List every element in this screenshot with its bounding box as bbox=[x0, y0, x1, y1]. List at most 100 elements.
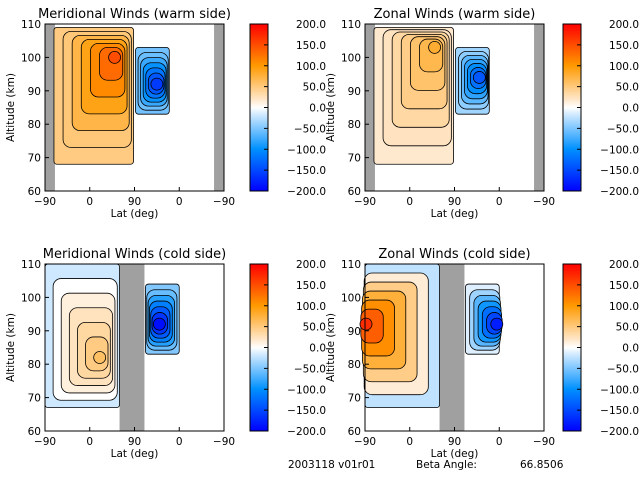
y-tick-label: 110 bbox=[21, 19, 41, 31]
colorbar-tick-label: −200.0 bbox=[600, 426, 639, 438]
x-tick-label: 90 bbox=[448, 436, 461, 448]
x-tick-label: 0 bbox=[86, 196, 93, 208]
y-tick-label: 100 bbox=[341, 292, 361, 304]
contour-level bbox=[152, 317, 166, 331]
x-tick-label: −90 bbox=[213, 436, 235, 448]
no-data-band bbox=[439, 264, 465, 431]
footer-beta-value: 66.8506 bbox=[520, 459, 564, 471]
x-tick-label: 0 bbox=[406, 196, 413, 208]
x-tick-label: 0 bbox=[86, 436, 93, 448]
y-tick-label: 70 bbox=[28, 393, 41, 405]
y-tick-label: 110 bbox=[341, 19, 361, 31]
colorbar-tick-label: −50.0 bbox=[607, 363, 639, 375]
y-axis-label: Altitude (km) bbox=[325, 73, 337, 142]
contour-region bbox=[373, 26, 454, 165]
colorbar-tick-label: −100.0 bbox=[600, 384, 639, 396]
y-tick-label: 100 bbox=[341, 52, 361, 64]
contour-region bbox=[135, 46, 170, 115]
y-tick-label: 100 bbox=[21, 52, 41, 64]
x-tick-label: −90 bbox=[354, 196, 376, 208]
colorbar-tick-label: −100.0 bbox=[287, 384, 326, 396]
chart-title: Zonal Winds (warm side) bbox=[374, 7, 536, 22]
chart-panel: Zonal Winds (cold side) 60 70 80 90 100 110 −90… bbox=[325, 247, 639, 460]
contour-region bbox=[53, 26, 134, 165]
x-tick-label: −90 bbox=[213, 196, 235, 208]
y-tick-label: 70 bbox=[28, 153, 41, 165]
x-axis-label: Lat (deg) bbox=[431, 208, 479, 220]
colorbar-tick-label: 0.0 bbox=[309, 343, 326, 355]
colorbar-tick-label: −200.0 bbox=[600, 186, 639, 198]
footer-beta-label: Beta Angle: bbox=[416, 459, 477, 471]
x-tick-label: −90 bbox=[354, 436, 376, 448]
y-tick-label: 60 bbox=[348, 426, 361, 438]
y-tick-label: 80 bbox=[28, 119, 41, 131]
x-axis-label: Lat (deg) bbox=[111, 448, 159, 460]
y-tick-label: 90 bbox=[348, 86, 361, 98]
contour-level bbox=[93, 351, 107, 364]
chart-title: Meridional Winds (warm side) bbox=[38, 7, 231, 22]
colorbar-tick-label: −150.0 bbox=[600, 165, 639, 177]
colorbar-tick-label: −50.0 bbox=[607, 123, 639, 135]
x-axis-label: Lat (deg) bbox=[431, 448, 479, 460]
colorbar-tick-label: 50.0 bbox=[303, 82, 326, 94]
colorbar-tick-label: 150.0 bbox=[609, 40, 639, 52]
colorbar-tick-label: 50.0 bbox=[616, 82, 639, 94]
colorbar-tick-label: 100.0 bbox=[296, 301, 326, 313]
x-tick-label: −90 bbox=[533, 196, 555, 208]
y-tick-label: 90 bbox=[348, 326, 361, 338]
y-tick-label: 70 bbox=[348, 393, 361, 405]
y-tick-label: 60 bbox=[28, 426, 41, 438]
x-tick-label: −90 bbox=[34, 196, 56, 208]
y-axis-label: Altitude (km) bbox=[5, 73, 17, 142]
colorbar-tick-label: −200.0 bbox=[287, 186, 326, 198]
y-tick-label: 90 bbox=[28, 326, 41, 338]
x-tick-label: 90 bbox=[128, 196, 141, 208]
x-tick-label: −90 bbox=[34, 436, 56, 448]
x-tick-label: 90 bbox=[448, 196, 461, 208]
y-tick-label: 110 bbox=[341, 259, 361, 271]
colorbar-tick-label: 100.0 bbox=[609, 301, 639, 313]
colorbar-tick-label: −150.0 bbox=[287, 405, 326, 417]
y-tick-label: 100 bbox=[21, 292, 41, 304]
colorbar-tick-label: −150.0 bbox=[600, 405, 639, 417]
chart-panel: Meridional Winds (cold side) 60 70 80 90 100 1… bbox=[5, 247, 326, 460]
colorbar-tick-label: 150.0 bbox=[296, 280, 326, 292]
no-data-band bbox=[365, 24, 375, 191]
colorbar-tick-label: −50.0 bbox=[294, 123, 326, 135]
contour-region bbox=[455, 46, 490, 115]
colorbar-tick-label: −100.0 bbox=[287, 144, 326, 156]
x-tick-label: 0 bbox=[496, 196, 503, 208]
contour-level bbox=[428, 40, 442, 54]
contour-level bbox=[490, 317, 504, 331]
colorbar-tick-label: 200.0 bbox=[609, 19, 639, 31]
colorbar-tick-label: 200.0 bbox=[296, 19, 326, 31]
colorbar-tick-label: 200.0 bbox=[296, 259, 326, 271]
no-data-band bbox=[45, 24, 55, 191]
chart-title: Zonal Winds (cold side) bbox=[378, 247, 530, 262]
colorbar-tick-label: 150.0 bbox=[296, 40, 326, 52]
y-tick-label: 80 bbox=[348, 359, 361, 371]
x-tick-label: 0 bbox=[176, 436, 183, 448]
y-axis-label: Altitude (km) bbox=[5, 313, 17, 382]
chart-panel: Zonal Winds (warm side) 60 70 80 90 100 110 −90… bbox=[325, 7, 639, 220]
colorbar-tick-label: 0.0 bbox=[622, 103, 639, 115]
colorbar-tick-label: 100.0 bbox=[296, 61, 326, 73]
x-tick-label: 0 bbox=[406, 436, 413, 448]
colorbar-tick-label: 50.0 bbox=[616, 322, 639, 334]
y-tick-label: 90 bbox=[28, 86, 41, 98]
contour-region bbox=[44, 263, 120, 409]
y-tick-label: 60 bbox=[28, 186, 41, 198]
y-tick-label: 80 bbox=[28, 359, 41, 371]
y-tick-label: 60 bbox=[348, 186, 361, 198]
colorbar-tick-label: −100.0 bbox=[600, 144, 639, 156]
x-axis-label: Lat (deg) bbox=[111, 208, 159, 220]
y-tick-label: 70 bbox=[348, 153, 361, 165]
colorbar-tick-label: −200.0 bbox=[287, 426, 326, 438]
colorbar-tick-label: −50.0 bbox=[294, 363, 326, 375]
contour-region bbox=[145, 283, 180, 355]
colorbar-tick-label: 0.0 bbox=[309, 103, 326, 115]
x-tick-label: 90 bbox=[128, 436, 141, 448]
y-tick-label: 110 bbox=[21, 259, 41, 271]
contour-level bbox=[359, 317, 373, 331]
